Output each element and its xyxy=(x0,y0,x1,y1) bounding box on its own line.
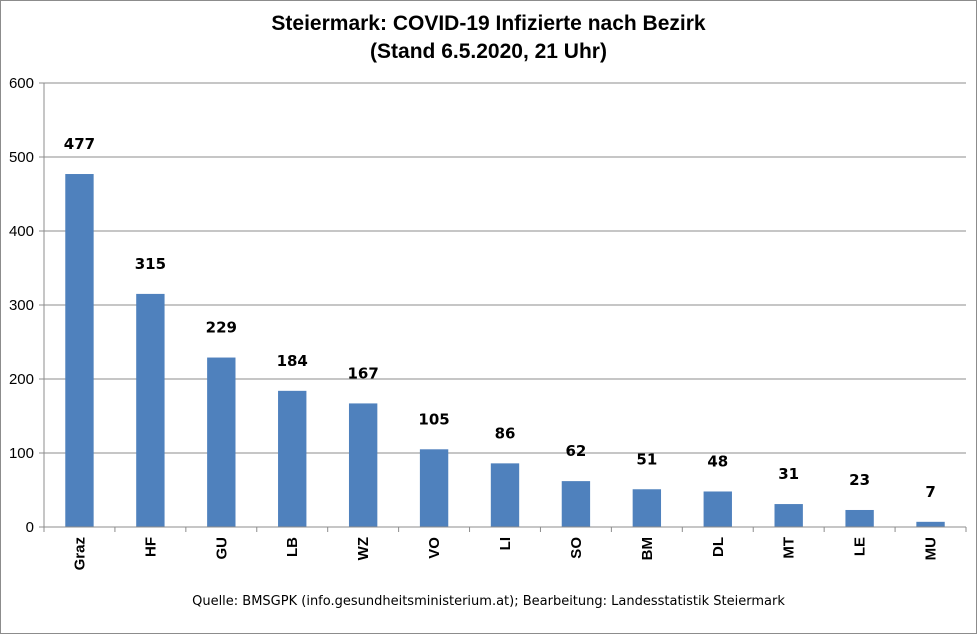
data-label: 51 xyxy=(636,450,657,468)
x-tick-label: SO xyxy=(568,537,585,559)
y-tick-label: 0 xyxy=(26,519,34,536)
y-tick-label: 200 xyxy=(9,371,34,388)
y-tick-label: 600 xyxy=(9,75,34,92)
bar xyxy=(136,293,165,527)
chart-title: Steiermark: COVID-19 Infizierte nach Bez… xyxy=(0,10,977,66)
bar xyxy=(207,357,236,527)
bar xyxy=(561,481,591,527)
bar xyxy=(490,463,520,527)
data-label: 105 xyxy=(418,410,449,428)
chart-title-line2: (Stand 6.5.2020, 21 Uhr) xyxy=(370,40,607,63)
source-note: Quelle: BMSGPK (info.gesundheitsminister… xyxy=(192,594,785,609)
x-tick-label: VO xyxy=(426,537,443,559)
bar xyxy=(774,504,803,527)
y-tick-label: 500 xyxy=(9,149,34,166)
x-tick-label: LB xyxy=(284,537,301,557)
x-tick-label: LE xyxy=(852,537,869,556)
bar xyxy=(703,491,732,527)
x-tick-label: LI xyxy=(497,537,514,550)
data-label: 23 xyxy=(849,471,870,489)
y-tick-label: 400 xyxy=(9,223,34,240)
data-label: 48 xyxy=(707,452,728,470)
x-tick-label: MU xyxy=(923,537,940,560)
chart-title-line1: Steiermark: COVID-19 Infizierte nach Bez… xyxy=(271,12,706,35)
bar xyxy=(916,521,945,527)
bar xyxy=(845,509,874,527)
data-label: 62 xyxy=(565,442,586,460)
data-label: 184 xyxy=(277,352,308,370)
x-tick-label: HF xyxy=(142,537,159,557)
x-tick-label: Graz xyxy=(71,537,88,570)
data-label: 315 xyxy=(135,255,166,273)
bar xyxy=(419,449,449,527)
data-label: 86 xyxy=(495,424,516,442)
data-label: 229 xyxy=(206,319,237,337)
y-tick-label: 100 xyxy=(9,445,34,462)
x-tick-label: DL xyxy=(710,537,727,557)
y-tick-label: 300 xyxy=(9,297,34,314)
data-label: 31 xyxy=(778,465,799,483)
x-tick-label: WZ xyxy=(355,537,372,560)
bar xyxy=(632,489,662,527)
data-label: 7 xyxy=(925,483,935,501)
data-label: 477 xyxy=(64,135,95,153)
x-tick-label: MT xyxy=(781,537,798,559)
x-tick-label: GU xyxy=(213,537,230,560)
x-tick-label: BM xyxy=(639,537,656,560)
bar xyxy=(278,390,307,527)
bar xyxy=(65,174,94,527)
bar xyxy=(348,403,378,527)
data-label: 167 xyxy=(347,364,378,382)
